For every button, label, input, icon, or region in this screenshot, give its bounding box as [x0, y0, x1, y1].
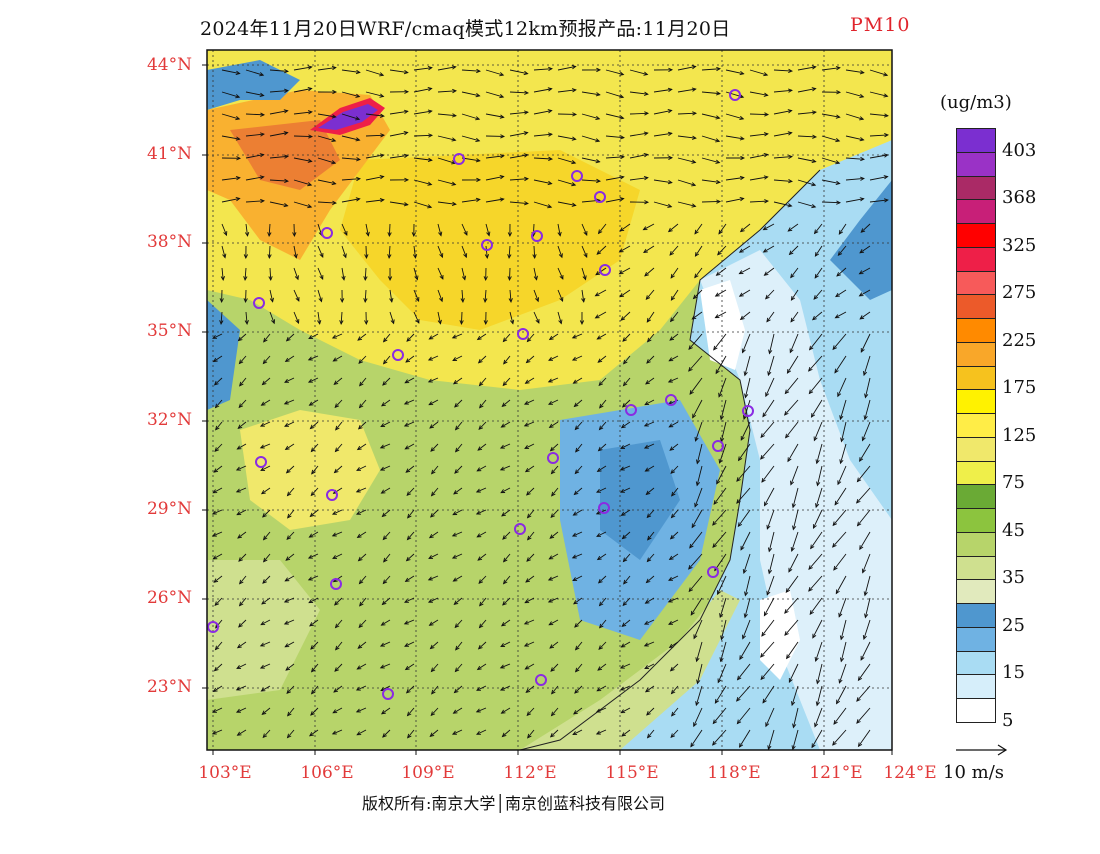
lon-label-124: 124°E — [870, 763, 950, 783]
colorbar-swatch — [956, 698, 996, 723]
lon-label-118: 118°E — [694, 763, 774, 783]
colorbar-swatch — [956, 532, 996, 557]
colorbar-swatch — [956, 366, 996, 391]
colorbar-swatch — [956, 579, 996, 604]
colorbar-tick-label: 175 — [1002, 377, 1072, 398]
lat-label-41: 41°N — [132, 144, 192, 164]
lat-label-26: 26°N — [132, 588, 192, 608]
lat-label-35: 35°N — [132, 321, 192, 341]
wind-vector — [294, 136, 312, 137]
lon-label-112: 112°E — [490, 763, 570, 783]
colorbar-tick-label: 325 — [1002, 235, 1072, 256]
lat-label-29: 29°N — [132, 499, 192, 519]
legend-unit: (ug/m3) — [940, 92, 1012, 113]
lat-label-23: 23°N — [132, 677, 192, 697]
colorbar-swatch — [956, 437, 996, 462]
colorbar-swatch — [956, 413, 996, 438]
colorbar-swatch — [956, 484, 996, 509]
colorbar-swatch — [956, 128, 996, 153]
colorbar-tick-label: 403 — [1002, 140, 1072, 161]
map-field — [207, 50, 892, 750]
wind-vector — [509, 268, 510, 280]
colorbar-tick-label: 275 — [1002, 282, 1072, 303]
colorbar-swatch — [956, 508, 996, 533]
colorbar-tick-label: 5 — [1002, 710, 1072, 731]
colorbar-swatch — [956, 461, 996, 486]
lat-label-38: 38°N — [132, 232, 192, 252]
colorbar-swatch — [956, 389, 996, 414]
wind-reference-label: 10 m/s — [943, 762, 1004, 783]
colorbar-tick-label: 15 — [1002, 662, 1072, 683]
colorbar-swatch — [956, 199, 996, 224]
colorbar-swatch — [956, 271, 996, 296]
lon-label-109: 109°E — [388, 763, 468, 783]
wind-vector — [702, 201, 720, 202]
colorbar-tick-label: 35 — [1002, 567, 1072, 588]
colorbar-swatch — [956, 223, 996, 248]
lon-label-115: 115°E — [592, 763, 672, 783]
colorbar-swatch — [956, 674, 996, 699]
wind-vector — [750, 114, 768, 115]
lon-label-103: 103°E — [185, 763, 265, 783]
colorbar-tick-label: 45 — [1002, 520, 1072, 541]
lat-label-44: 44°N — [132, 55, 192, 75]
colorbar-swatch — [956, 247, 996, 272]
colorbar-tick-label: 125 — [1002, 425, 1072, 446]
colorbar-swatch — [956, 176, 996, 201]
colorbar-swatch — [956, 294, 996, 319]
lon-label-121: 121°E — [796, 763, 876, 783]
colorbar-swatch — [956, 627, 996, 652]
copyright-text: 版权所有:南京大学│南京创蓝科技有限公司 — [362, 790, 665, 814]
colorbar-swatch — [956, 556, 996, 581]
lon-label-106: 106°E — [287, 763, 367, 783]
lat-label-32: 32°N — [132, 410, 192, 430]
colorbar-tick-label: 368 — [1002, 187, 1072, 208]
colorbar-swatch — [956, 152, 996, 177]
colorbar-tick-label: 225 — [1002, 330, 1072, 351]
colorbar-swatch — [956, 651, 996, 676]
colorbar-swatch — [956, 318, 996, 343]
colorbar-tick-label: 25 — [1002, 615, 1072, 636]
colorbar-swatch — [956, 342, 996, 367]
colorbar-swatch — [956, 603, 996, 628]
colorbar-tick-label: 75 — [1002, 472, 1072, 493]
